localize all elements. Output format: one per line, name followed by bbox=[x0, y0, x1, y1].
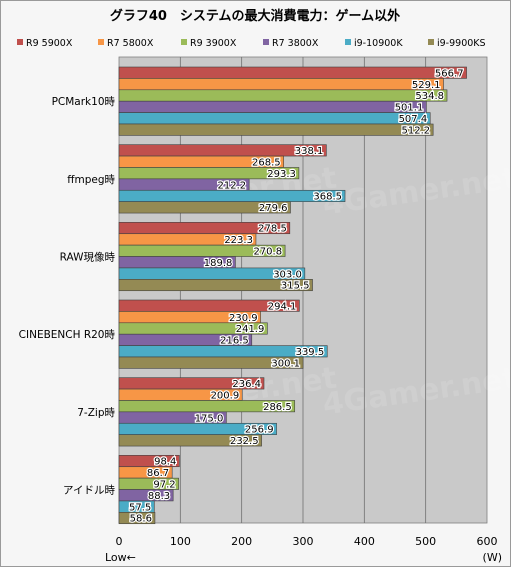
legend-label: R7 5800X bbox=[107, 38, 154, 49]
bar-value-label: 270.8 bbox=[253, 247, 282, 258]
bar bbox=[118, 89, 448, 102]
bar-value-label: 212.2 bbox=[218, 180, 247, 191]
plot-area: 4Gamer.net4Gamer.net4Gamer.net4Gamer.net… bbox=[19, 56, 510, 564]
bar-value-label: 86.7 bbox=[147, 468, 169, 479]
bar-value-label: 501.1 bbox=[395, 103, 424, 114]
bar-value-label: 268.5 bbox=[252, 157, 281, 168]
bar-value-label: 339.5 bbox=[296, 347, 325, 358]
bar-value-label: 216.5 bbox=[220, 336, 249, 347]
legend-label: R9 5900X bbox=[26, 38, 73, 49]
x-tick-label: 100 bbox=[170, 535, 191, 548]
bar-value-label: 338.1 bbox=[295, 146, 324, 157]
bar bbox=[118, 189, 346, 202]
bar-value-label: 97.2 bbox=[153, 480, 175, 491]
category-group: アイドル時 98.486.797.288.357.558.6 bbox=[63, 455, 180, 526]
category-label: アイドル時 bbox=[63, 485, 115, 497]
legend-swatch bbox=[181, 39, 187, 45]
bar-value-label: 303.0 bbox=[273, 269, 302, 280]
bar bbox=[118, 78, 444, 91]
bar-value-label: 175.0 bbox=[195, 413, 224, 424]
bar-value-label: 57.5 bbox=[129, 502, 151, 513]
legend-label: R7 3800X bbox=[272, 38, 319, 49]
x-tick-label: 300 bbox=[293, 535, 314, 548]
category-label: CINEBENCH R20時 bbox=[19, 329, 116, 341]
bar-value-label: 278.5 bbox=[258, 224, 287, 235]
bar-value-label: 58.6 bbox=[130, 514, 152, 525]
x-axis-low-label: Low← bbox=[105, 551, 136, 564]
bar-value-label: 88.3 bbox=[148, 491, 170, 502]
bar-value-label: 293.3 bbox=[267, 169, 296, 180]
bar-value-label: 232.5 bbox=[230, 436, 259, 447]
legend-swatch bbox=[428, 39, 434, 45]
bar bbox=[118, 201, 291, 214]
legend-item: R7 3800X bbox=[263, 38, 319, 49]
bar-value-label: 529.1 bbox=[412, 80, 441, 91]
bar-value-label: 315.5 bbox=[281, 281, 310, 292]
chart-title: グラフ40 システムの最大消費電力：ゲーム以外 bbox=[110, 8, 400, 24]
bar-value-label: 300.1 bbox=[271, 358, 300, 369]
bar-value-label: 286.5 bbox=[263, 402, 292, 413]
bar bbox=[118, 100, 427, 113]
category-label: RAW現像時 bbox=[60, 252, 116, 264]
bar-value-label: 507.4 bbox=[399, 114, 428, 125]
legend-swatch bbox=[17, 39, 23, 45]
bar-value-label: 98.4 bbox=[154, 457, 176, 468]
legend-item: i9-10900K bbox=[345, 38, 403, 49]
legend-item: R9 5900X bbox=[17, 38, 73, 49]
x-axis-unit-label: (W) bbox=[483, 551, 502, 564]
x-tick-label: 600 bbox=[477, 535, 498, 548]
legend: R9 5900X R7 5800X R9 3900X R7 3800X i9-10900… bbox=[17, 38, 486, 49]
legend-label: i9-9900KS bbox=[437, 38, 486, 49]
bar-value-label: 534.8 bbox=[415, 91, 444, 102]
legend-item: R7 5800X bbox=[98, 38, 154, 49]
x-tick-label: 400 bbox=[354, 535, 375, 548]
legend-item: i9-9900KS bbox=[428, 38, 486, 49]
bar bbox=[118, 112, 431, 125]
bar-value-label: 368.5 bbox=[313, 192, 342, 203]
bar bbox=[118, 279, 313, 292]
legend-swatch bbox=[98, 39, 104, 45]
x-tick-label: 0 bbox=[116, 535, 123, 548]
legend-swatch bbox=[345, 39, 351, 45]
bar bbox=[118, 434, 262, 447]
bar-value-label: 223.3 bbox=[224, 235, 253, 246]
bar-value-label: 230.9 bbox=[229, 313, 258, 324]
legend-item: R9 3900X bbox=[181, 38, 237, 49]
bar-value-label: 236.4 bbox=[232, 379, 261, 390]
category-label: 7-Zip時 bbox=[77, 407, 115, 419]
bar-value-label: 279.6 bbox=[259, 203, 288, 214]
bar-value-label: 241.9 bbox=[236, 324, 265, 335]
bar-value-label: 189.8 bbox=[204, 258, 233, 269]
category-label: PCMark10時 bbox=[52, 96, 116, 108]
bar bbox=[118, 356, 304, 369]
bar bbox=[118, 512, 156, 525]
bar-value-label: 512.2 bbox=[402, 125, 431, 136]
legend-swatch bbox=[263, 39, 269, 45]
bar-value-label: 566.7 bbox=[435, 68, 464, 79]
bar-value-label: 200.9 bbox=[211, 390, 240, 401]
legend-label: R9 3900X bbox=[190, 38, 237, 49]
bar-value-label: 294.1 bbox=[268, 301, 297, 312]
x-tick-label: 200 bbox=[231, 535, 252, 548]
category-label: ffmpeg時 bbox=[67, 174, 115, 186]
bar bbox=[118, 123, 434, 136]
bar-value-label: 256.9 bbox=[245, 425, 274, 436]
x-tick-label: 500 bbox=[415, 535, 436, 548]
bar bbox=[118, 66, 467, 79]
legend-label: i9-10900K bbox=[354, 38, 403, 49]
